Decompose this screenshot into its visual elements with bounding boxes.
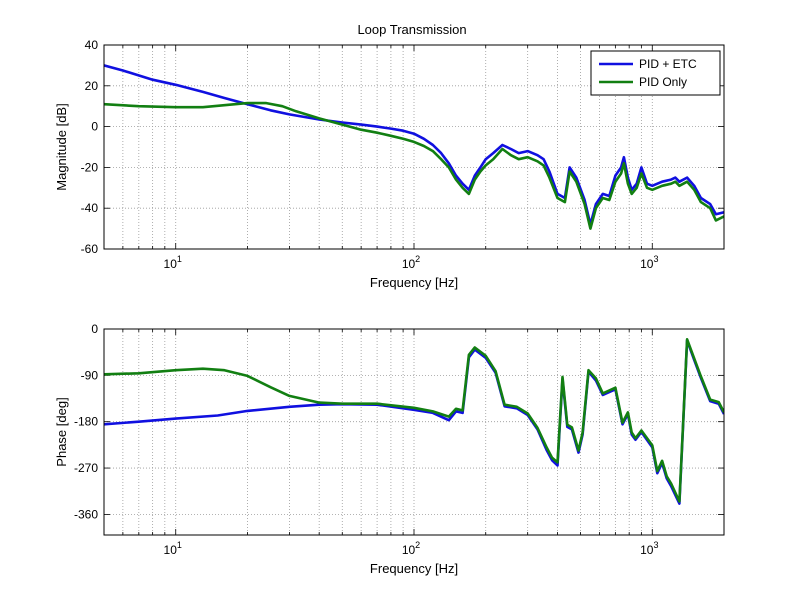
- series-line-pid-only: [104, 338, 724, 503]
- y-tick-label: -40: [81, 201, 99, 215]
- x-tick-label: 101: [164, 254, 182, 271]
- y-axis-label: Phase [deg]: [54, 397, 69, 466]
- x-axis-label: Frequency [Hz]: [370, 561, 458, 576]
- x-tick-exponent: 1: [177, 540, 182, 550]
- y-tick-label: -90: [81, 368, 99, 382]
- x-tick-exponent: 3: [653, 540, 658, 550]
- legend-label: PID Only: [639, 75, 687, 89]
- x-tick-exponent: 2: [415, 254, 420, 264]
- x-tick-exponent: 2: [415, 540, 420, 550]
- axes-frame: [103, 44, 725, 250]
- y-tick-label: -60: [81, 242, 99, 256]
- y-tick-label: -20: [81, 160, 99, 174]
- legend-box: [590, 50, 721, 96]
- x-tick-base: 10: [164, 257, 178, 271]
- y-tick-label: 40: [85, 38, 99, 52]
- x-tick-label: 101: [164, 540, 182, 557]
- series-line-pid-only: [104, 101, 724, 230]
- series-line-pid-etc: [104, 64, 724, 226]
- x-tick-exponent: 3: [653, 254, 658, 264]
- y-tick-label: 0: [91, 120, 98, 134]
- y-tick-label: -360: [74, 507, 98, 521]
- x-tick-base: 10: [640, 257, 654, 271]
- y-tick-label: -180: [74, 415, 98, 429]
- figure-title: Loop Transmission: [357, 22, 466, 37]
- x-tick-base: 10: [402, 543, 416, 557]
- x-tick-base: 10: [640, 543, 654, 557]
- x-tick-label: 102: [402, 540, 420, 557]
- x-tick-exponent: 1: [177, 254, 182, 264]
- x-tick-base: 10: [164, 543, 178, 557]
- x-axis-label: Frequency [Hz]: [370, 275, 458, 290]
- x-tick-label: 102: [402, 254, 420, 271]
- x-tick-label: 103: [640, 540, 658, 557]
- y-axis-label: Magnitude [dB]: [54, 103, 69, 190]
- y-tick-label: -270: [74, 461, 98, 475]
- y-tick-label: 20: [85, 79, 99, 93]
- legend: PID + ETC PID Only: [590, 50, 721, 96]
- y-tick-label: 0: [91, 322, 98, 336]
- x-tick-base: 10: [402, 257, 416, 271]
- x-tick-label: 103: [640, 254, 658, 271]
- axes-frame: [103, 328, 725, 536]
- legend-label: PID + ETC: [639, 57, 697, 71]
